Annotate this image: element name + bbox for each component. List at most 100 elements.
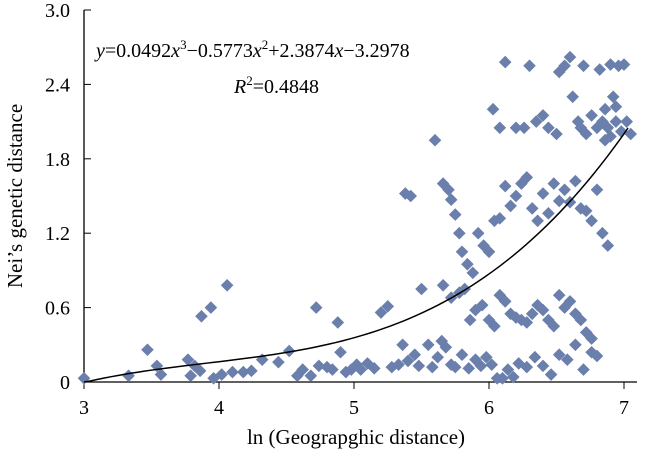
data-point [593, 63, 606, 76]
data-point [421, 338, 435, 352]
data-point [558, 59, 571, 73]
data-point [396, 338, 409, 352]
data-point [435, 334, 449, 348]
data-point [471, 226, 485, 240]
data-point [448, 360, 462, 374]
data-point [141, 343, 154, 357]
data-point [326, 363, 339, 376]
data-point [566, 90, 579, 104]
data-point [462, 362, 476, 375]
data-point [577, 363, 590, 376]
x-tick-label: 6 [484, 397, 494, 419]
data-point [455, 245, 469, 259]
data-point [181, 353, 195, 366]
data-point [617, 58, 631, 71]
data-point [453, 226, 466, 240]
x-axis-title: ln (Geograpghic distance) [247, 425, 465, 449]
data-point [569, 338, 582, 352]
data-point [296, 363, 309, 376]
data-point [542, 207, 555, 220]
data-point [291, 369, 304, 383]
data-point [374, 306, 388, 319]
data-point [426, 360, 439, 374]
data-point [596, 226, 609, 240]
data-point [547, 177, 561, 190]
data-point [381, 300, 395, 313]
data-point [444, 193, 458, 207]
data-point [577, 59, 590, 73]
data-point [601, 239, 615, 252]
data-point [184, 369, 197, 383]
data-point [367, 362, 381, 375]
x-tick-label: 4 [214, 397, 224, 419]
data-point [309, 301, 323, 314]
data-point [272, 355, 285, 369]
data-point [436, 278, 450, 292]
data-point [569, 174, 582, 188]
data-point [609, 115, 623, 128]
data-point [585, 109, 598, 122]
data-point [220, 278, 234, 292]
data-point [531, 298, 544, 312]
data-point [552, 288, 566, 302]
data-point [498, 179, 512, 193]
data-point [552, 348, 566, 362]
data-point [150, 359, 164, 373]
data-point [585, 345, 598, 359]
data-point [509, 189, 523, 203]
data-point [493, 121, 507, 135]
data-point [525, 202, 539, 215]
data-point [474, 359, 488, 373]
data-point [339, 365, 353, 379]
data-point [399, 187, 412, 200]
x-tick-label: 5 [349, 397, 359, 419]
data-point [542, 121, 555, 135]
data-point [334, 345, 347, 359]
data-point [312, 359, 326, 373]
data-point [469, 353, 482, 366]
data-point [354, 363, 368, 376]
data-point [415, 282, 428, 296]
y-tick-label: 1.2 [45, 223, 70, 245]
data-point [517, 121, 531, 135]
data-point [431, 350, 444, 364]
data-point [331, 316, 345, 329]
data-point [466, 266, 480, 280]
x-tick-label: 7 [619, 397, 629, 419]
data-point [195, 309, 208, 323]
data-point [585, 214, 598, 228]
data-point [480, 350, 493, 364]
x-tick-label: 3 [79, 397, 89, 419]
data-point [590, 121, 604, 135]
data-point [226, 365, 239, 379]
data-point [304, 369, 318, 383]
data-point [520, 316, 534, 329]
data-point [598, 102, 612, 116]
data-point [482, 245, 496, 259]
data-point [122, 369, 135, 383]
data-point [255, 353, 269, 366]
data-point [282, 344, 296, 358]
data-point [574, 313, 588, 327]
data-point [392, 358, 405, 371]
trendline [83, 127, 629, 383]
data-point [188, 359, 201, 373]
data-point [154, 368, 168, 381]
data-point [193, 364, 207, 378]
data-point [345, 363, 358, 376]
data-point [504, 199, 517, 213]
data-point [579, 127, 593, 141]
data-point [458, 282, 471, 296]
data-point [442, 183, 455, 197]
data-point [604, 58, 617, 71]
data-point [475, 298, 489, 312]
data-point [624, 127, 638, 141]
data-point [529, 115, 543, 128]
data-point [536, 359, 550, 373]
data-point [455, 348, 469, 362]
data-point [498, 55, 512, 69]
data-point [507, 370, 520, 384]
data-point [493, 212, 507, 225]
data-point [525, 307, 539, 321]
data-point [615, 125, 628, 138]
